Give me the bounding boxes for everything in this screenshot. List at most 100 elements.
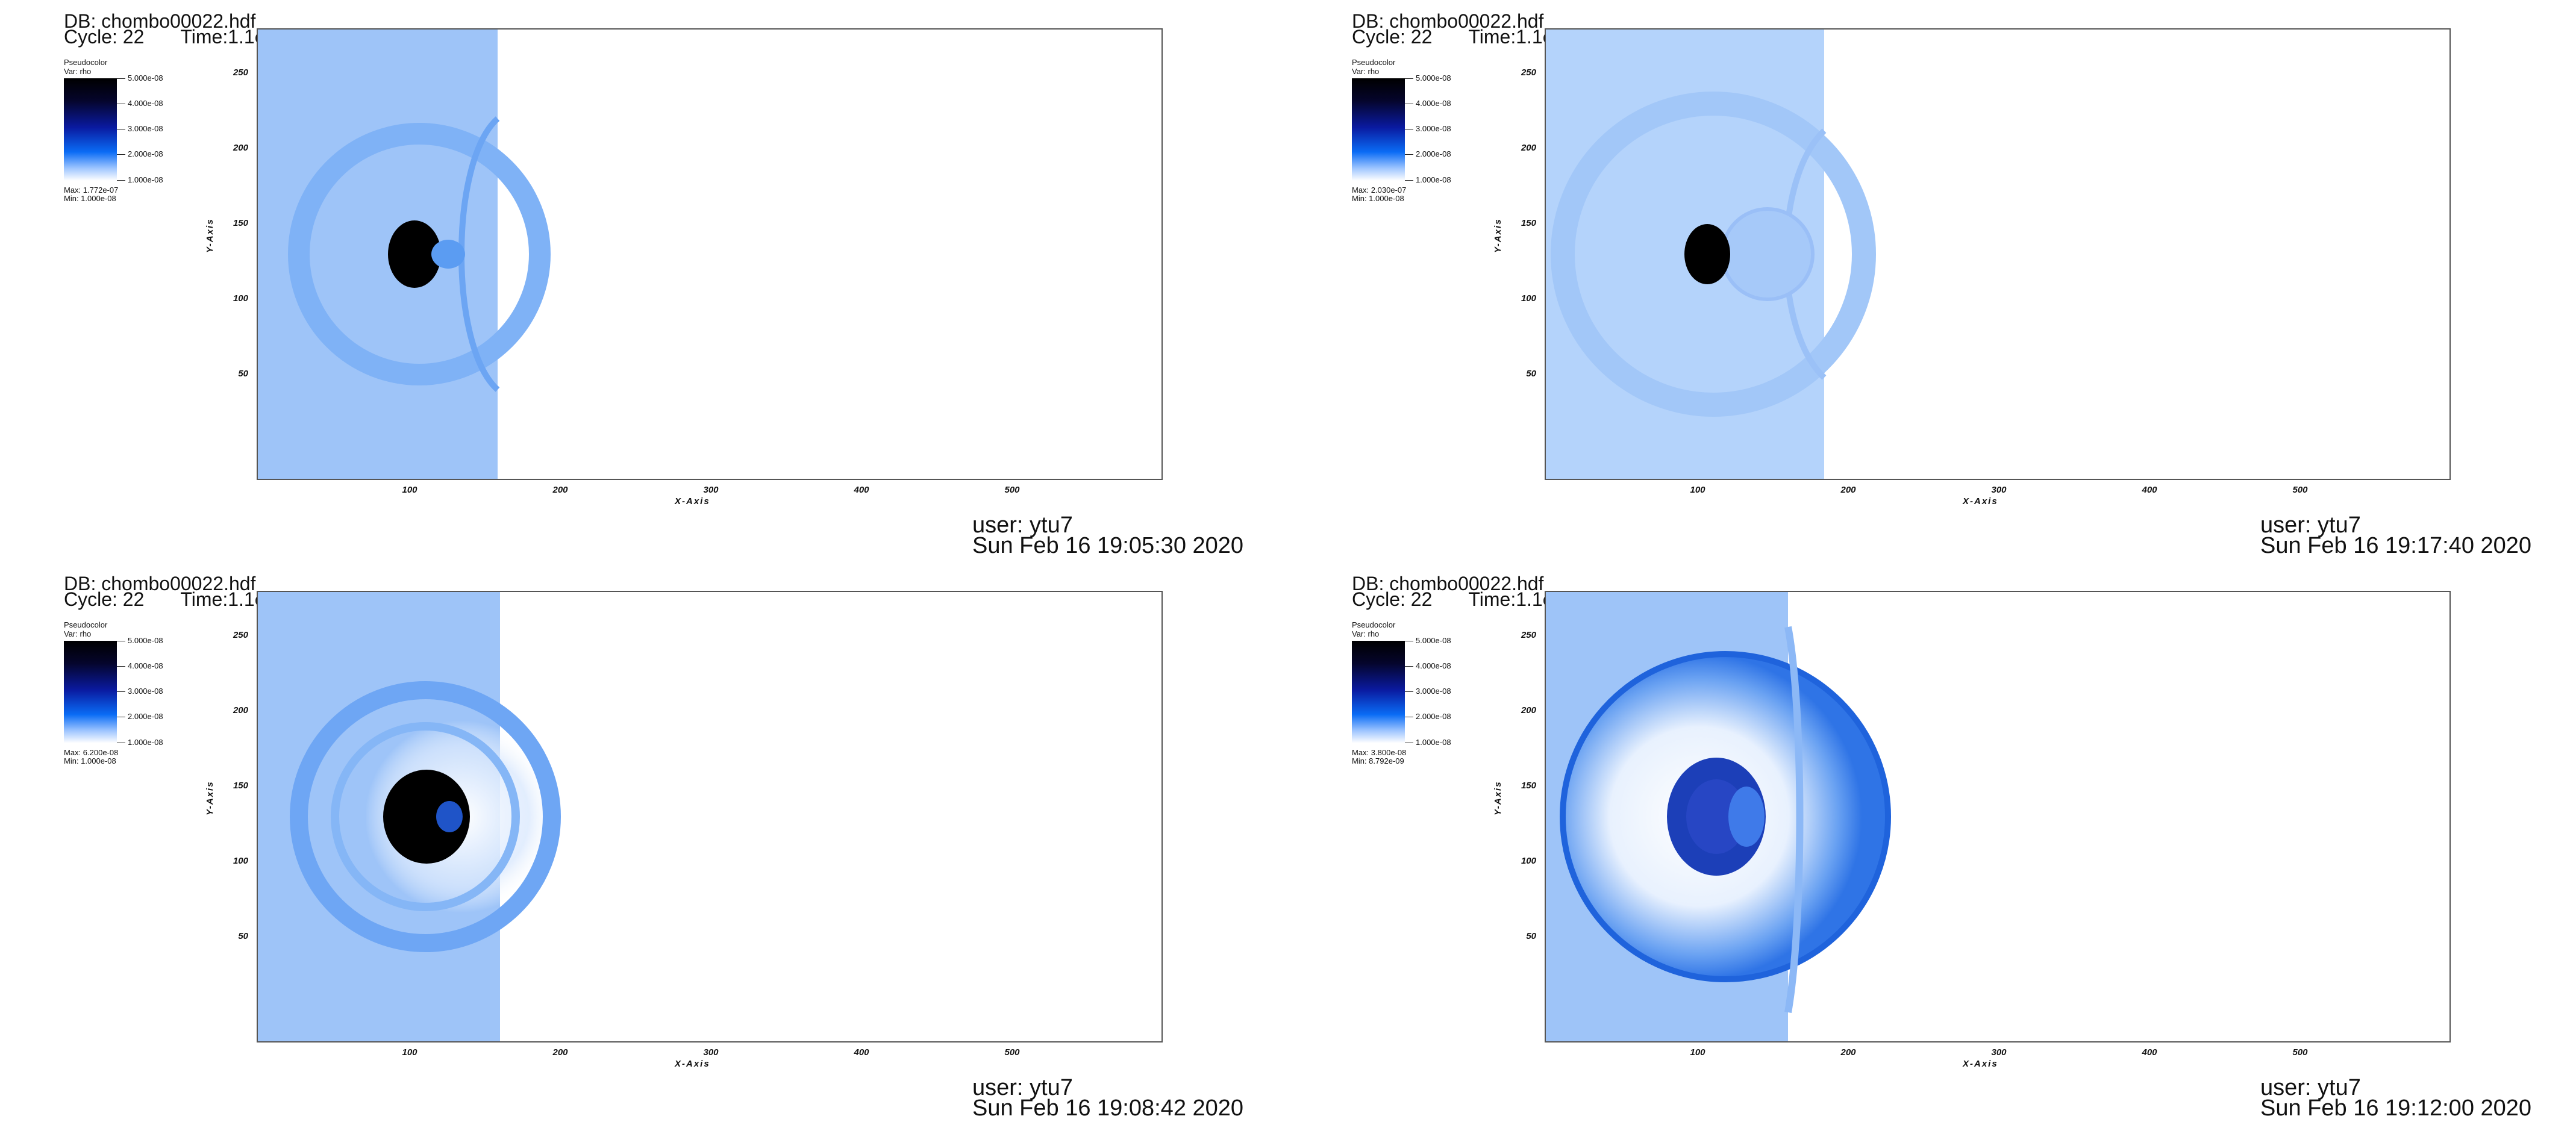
legend-title: Pseudocolor [1352, 58, 1396, 67]
date-label: Sun Feb 16 19:17:40 2020 [2260, 533, 2532, 558]
y-tick-label: 50 [1526, 369, 1536, 379]
colorbar-tick [1405, 78, 1413, 79]
user-label: user: ytu7 [2260, 1075, 2361, 1100]
y-tick-label: 200 [1521, 705, 1536, 715]
cycle-label: Cycle: 22 [1352, 26, 1433, 48]
colorbar-tick-label: 2.000e-08 [1416, 149, 1451, 158]
y-tick-label: 200 [233, 143, 248, 153]
core-inner [1686, 779, 1746, 854]
visit-panel-3: DB: chombo00022.hdf Cycle: 22 Time:1.1e-0… [0, 562, 1288, 1125]
user-label: user: ytu7 [972, 513, 1073, 538]
user-label: user: ytu7 [2260, 513, 2361, 538]
inner-shell [331, 722, 520, 911]
x-tick-label: 100 [1690, 1047, 1705, 1058]
core-tail [431, 240, 465, 269]
y-tick-label: 150 [1521, 218, 1536, 228]
colorbar-tick-label: 4.000e-08 [128, 661, 163, 670]
db-label: DB: chombo00022.hdf [64, 10, 256, 32]
db-label: DB: chombo00022.hdf [1352, 573, 1544, 594]
legend-var: Var: rho [64, 629, 92, 638]
legend-title: Pseudocolor [64, 620, 108, 629]
visit-panel-1: DB: chombo00022.hdf Cycle: 22 Time:1.1e-0… [0, 0, 1288, 562]
x-axis-title: X-Axis [675, 1059, 710, 1069]
date-label: Sun Feb 16 19:12:00 2020 [2260, 1095, 2532, 1121]
y-tick-label: 250 [1521, 630, 1536, 640]
y-tick-label: 50 [238, 931, 248, 941]
colorbar-tick [1405, 691, 1413, 692]
dense-core [383, 770, 470, 864]
shell-edge [1560, 651, 1891, 982]
db-label: DB: chombo00022.hdf [1352, 10, 1544, 32]
dense-core [1684, 224, 1730, 284]
y-axis-title: Y-Axis [1493, 781, 1503, 815]
user-label: user: ytu7 [972, 1075, 1073, 1100]
colorbar-tick-label: 5.000e-08 [1416, 636, 1451, 645]
colorbar-tick-label: 5.000e-08 [1416, 73, 1451, 83]
colorbar-tick-label: 4.000e-08 [1416, 661, 1451, 670]
x-tick-label: 300 [1991, 1047, 2007, 1058]
x-tick-label: 400 [2142, 485, 2157, 495]
legend-var: Var: rho [1352, 629, 1380, 638]
colorbar-tick [1405, 154, 1413, 155]
colorbar [64, 78, 117, 181]
y-tick-label: 100 [233, 856, 248, 866]
colorbar-tick-label: 3.000e-08 [128, 687, 163, 696]
pseudocolor-legend: Pseudocolor Var: rho 5.000e-08 4.000e-08… [1352, 620, 1484, 765]
colorbar-tick-label: 4.000e-08 [1416, 99, 1451, 108]
x-tick-label: 200 [552, 485, 568, 495]
legend-max: Max: 3.800e-08 [1352, 748, 1407, 757]
pseudocolor-plot[interactable] [257, 591, 1163, 1042]
legend-var: Var: rho [64, 67, 92, 76]
legend-min: Min: 8.792e-09 [1352, 756, 1404, 765]
x-tick-label: 300 [703, 1047, 719, 1058]
legend-max: Max: 6.200e-08 [64, 748, 119, 757]
colorbar-tick [117, 691, 125, 692]
colorbar-tick-label: 1.000e-08 [1416, 175, 1451, 184]
colorbar-tick-label: 2.000e-08 [128, 149, 163, 158]
y-tick-label: 50 [238, 369, 248, 379]
x-tick-label: 100 [1690, 485, 1705, 495]
blast-shell [290, 681, 561, 952]
x-axis-title: X-Axis [675, 496, 710, 506]
pseudocolor-plot[interactable] [1545, 591, 2451, 1042]
colorbar-tick-label: 3.000e-08 [1416, 124, 1451, 133]
colorbar-tick [117, 666, 125, 667]
colorbar-tick-label: 5.000e-08 [128, 73, 163, 83]
date-label: Sun Feb 16 19:05:30 2020 [972, 533, 1244, 558]
legend-title: Pseudocolor [64, 58, 108, 67]
y-tick-label: 150 [233, 218, 248, 228]
legend-min: Min: 1.000e-08 [64, 194, 116, 203]
pseudocolor-plot[interactable] [1545, 28, 2451, 480]
x-tick-label: 200 [552, 1047, 568, 1058]
y-tick-label: 100 [1521, 856, 1536, 866]
cycle-label: Cycle: 22 [64, 588, 145, 610]
x-tick-label: 500 [1004, 1047, 1020, 1058]
legend-title: Pseudocolor [1352, 620, 1396, 629]
expansion-bubble [1721, 207, 1815, 301]
colorbar [64, 641, 117, 743]
colorbar [1352, 641, 1405, 743]
pseudocolor-plot[interactable] [257, 28, 1163, 480]
y-axis-title: Y-Axis [1493, 218, 1503, 253]
colorbar-tick-label: 2.000e-08 [1416, 712, 1451, 721]
blast-shell [288, 123, 551, 385]
colorbar-tick [117, 180, 125, 181]
y-tick-label: 150 [1521, 781, 1536, 791]
x-tick-label: 200 [1840, 485, 1856, 495]
bow-shock [1784, 626, 1804, 1014]
date-label: Sun Feb 16 19:08:42 2020 [972, 1095, 1244, 1121]
colorbar-tick-label: 5.000e-08 [128, 636, 163, 645]
db-label: DB: chombo00022.hdf [64, 573, 256, 594]
legend-max: Max: 2.030e-07 [1352, 185, 1407, 195]
y-axis-title: Y-Axis [205, 781, 215, 815]
y-tick-label: 250 [233, 67, 248, 78]
colorbar-tick-label: 1.000e-08 [128, 175, 163, 184]
colorbar-tick-label: 2.000e-08 [128, 712, 163, 721]
legend-var: Var: rho [1352, 67, 1380, 76]
colorbar-tick-label: 3.000e-08 [128, 124, 163, 133]
x-tick-label: 300 [1991, 485, 2007, 495]
x-tick-label: 500 [1004, 485, 1020, 495]
colorbar-tick-label: 1.000e-08 [1416, 738, 1451, 747]
colorbar-tick [117, 154, 125, 155]
pseudocolor-legend: Pseudocolor Var: rho 5.000e-08 4.000e-08… [64, 620, 196, 765]
